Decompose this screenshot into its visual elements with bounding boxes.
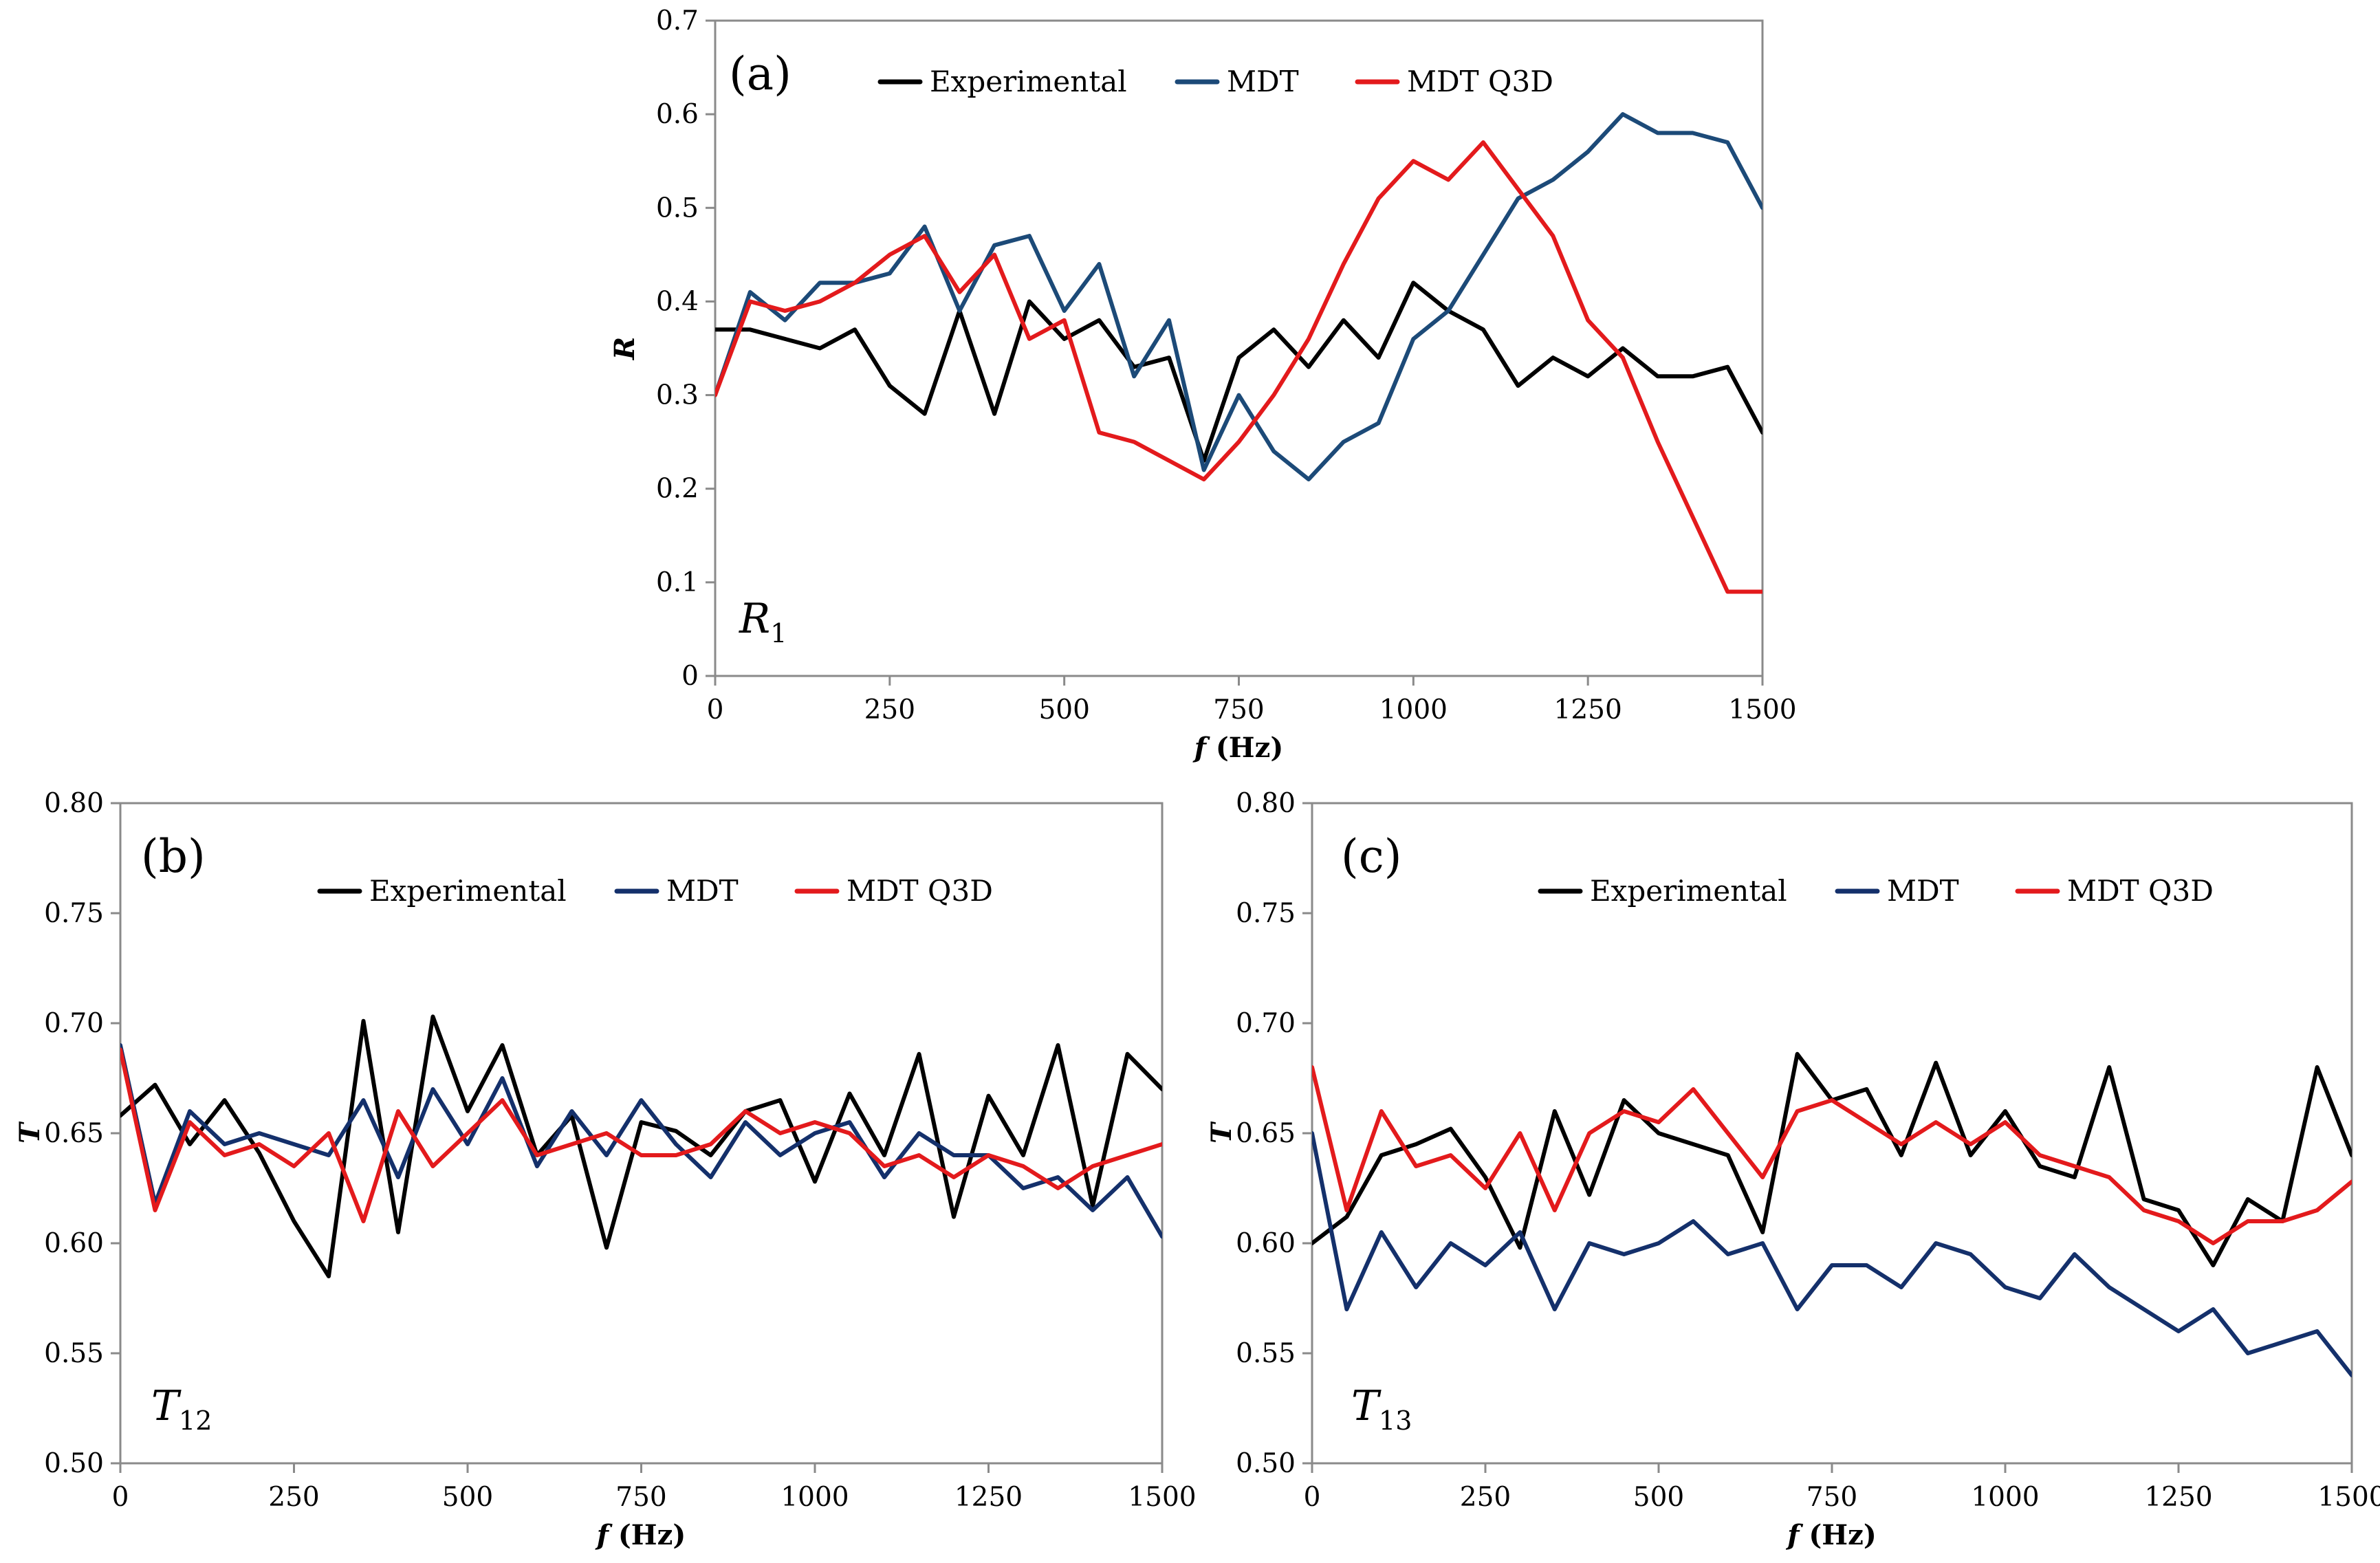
chart-panel-2: 0.50 0.55 0.60 0.65 0.70 0.75 0.80 0 250 500 750 10… <box>14 788 1197 1551</box>
y-tick-label: 0.80 <box>44 788 104 819</box>
x-tick-label: 500 <box>1038 695 1089 725</box>
x-tick-label: 250 <box>864 695 915 725</box>
x-tick-label: 500 <box>442 1482 493 1513</box>
x-axis-title: f (Hz) <box>1785 1519 1877 1551</box>
panel-label: (c) <box>1341 830 1401 883</box>
series-line-mdt <box>120 1043 1162 1239</box>
chart-panel-3: 0.50 0.55 0.60 0.65 0.70 0.75 0.80 0 250 500 750 10… <box>1205 788 2380 1551</box>
legend-entry: Experimental <box>369 874 567 908</box>
y-axis-title: T <box>14 1121 46 1144</box>
y-tick-label: 0.80 <box>1236 788 1296 819</box>
legend-entry: MDT Q3D <box>2067 874 2214 908</box>
series-line-mdt-q3d <box>1312 1065 2352 1245</box>
legend-entry: MDT Q3D <box>847 874 993 908</box>
y-tick-label: 0.3 <box>656 380 699 411</box>
plot-frame <box>119 802 1164 1465</box>
y-tick-label: 0.70 <box>1236 1008 1296 1039</box>
y-axis-title: R <box>609 337 641 360</box>
x-tick-label: 1500 <box>1728 695 1796 725</box>
y-tick-label: 0.65 <box>44 1118 104 1149</box>
quantity-label: T12 <box>151 1382 212 1436</box>
x-tick-label: 1500 <box>2317 1482 2380 1513</box>
x-tick-label: 0 <box>707 695 724 725</box>
series-line-experimental <box>715 281 1762 463</box>
y-tick-label: 0.60 <box>1236 1228 1296 1259</box>
legend-entry: MDT <box>666 874 739 908</box>
y-tick-label: 0.65 <box>1236 1118 1296 1149</box>
x-tick-label: 1000 <box>1379 695 1448 725</box>
y-tick-label: 0.6 <box>656 99 699 130</box>
y-tick-label: 0.70 <box>44 1008 104 1039</box>
quantity-label: R1 <box>739 595 787 648</box>
x-tick-label: 500 <box>1633 1482 1684 1513</box>
y-tick-label: 0.75 <box>1236 898 1296 929</box>
y-tick-label: 0 <box>681 661 699 692</box>
x-tick-label: 1000 <box>780 1482 849 1513</box>
series-line-mdt-q3d <box>715 140 1762 594</box>
y-tick-label: 0.50 <box>1236 1448 1296 1479</box>
x-tick-label: 1000 <box>1971 1482 2039 1513</box>
y-tick-label: 0.75 <box>44 898 104 929</box>
x-axis-title: f (Hz) <box>1192 732 1284 764</box>
y-tick-label: 0.55 <box>44 1338 104 1369</box>
series-line-mdt-q3d <box>120 1047 1162 1223</box>
y-tick-label: 0.5 <box>656 193 699 223</box>
x-tick-label: 0 <box>112 1482 129 1513</box>
x-tick-label: 1500 <box>1128 1482 1196 1513</box>
legend-entry: Experimental <box>930 65 1127 98</box>
plot-frame <box>714 19 1764 677</box>
legend-entry: MDT Q3D <box>1407 65 1553 98</box>
x-tick-label: 750 <box>1213 695 1264 725</box>
chart-panel-1: 0 0.1 0.2 0.3 0.4 0.5 0.6 0.7 0 250 500 750 1000 1250… <box>609 6 1797 764</box>
legend-entry: Experimental <box>1590 874 1787 908</box>
x-axis-title: f (Hz) <box>595 1519 686 1551</box>
y-tick-label: 0.50 <box>44 1448 104 1479</box>
panel-label: (b) <box>141 830 206 883</box>
quantity-label: T13 <box>1351 1382 1412 1436</box>
y-tick-label: 0.60 <box>44 1228 104 1259</box>
x-tick-label: 0 <box>1304 1482 1321 1513</box>
x-tick-label: 250 <box>268 1482 319 1513</box>
legend: Experimental MDT MDT Q3D <box>877 65 1553 98</box>
legend: Experimental MDT MDT Q3D <box>1538 874 2214 908</box>
y-axis-title: T <box>1205 1121 1238 1144</box>
y-tick-label: 0.55 <box>1236 1338 1296 1369</box>
series-line-mdt <box>1312 1131 2352 1377</box>
y-tick-label: 0.7 <box>656 6 699 36</box>
panel-label: (a) <box>729 47 791 100</box>
legend-entry: MDT <box>1887 874 1959 908</box>
x-tick-label: 750 <box>615 1482 666 1513</box>
series-line-experimental <box>120 1014 1162 1278</box>
y-tick-label: 0.4 <box>656 286 699 317</box>
x-tick-label: 750 <box>1806 1482 1857 1513</box>
x-tick-label: 1250 <box>954 1482 1023 1513</box>
x-tick-label: 1250 <box>1554 695 1622 725</box>
y-tick-label: 0.2 <box>656 474 699 505</box>
y-tick-label: 0.1 <box>656 567 699 598</box>
legend-entry: MDT <box>1227 65 1299 98</box>
x-tick-label: 250 <box>1460 1482 1511 1513</box>
series-line-mdt <box>715 112 1762 482</box>
x-tick-label: 1250 <box>2144 1482 2212 1513</box>
legend: Experimental MDT MDT Q3D <box>317 874 993 908</box>
